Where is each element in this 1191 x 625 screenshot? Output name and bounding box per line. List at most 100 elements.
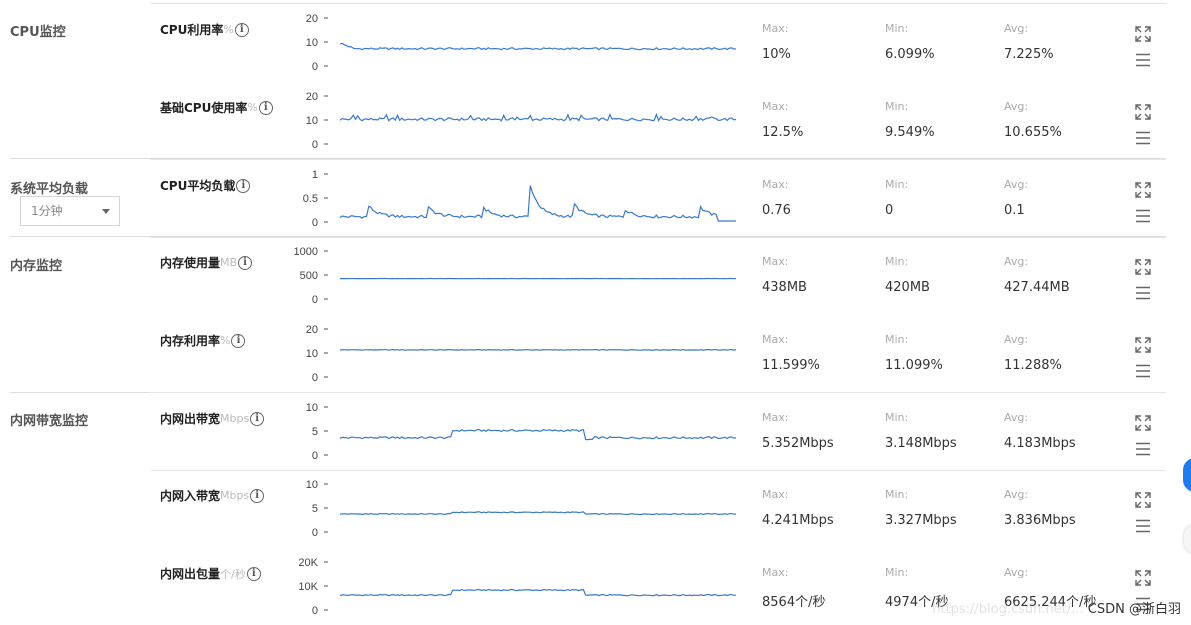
series-line: [339, 588, 737, 597]
metric-unit: %: [247, 101, 258, 114]
expand-icon[interactable]: [1135, 337, 1151, 353]
metric-row: CPU利用率% i 20 10 0 Max: 10% Min: 6.099% Avg: 7.225%: [150, 4, 1166, 82]
stat-max-value: 438MB: [762, 280, 807, 295]
info-icon[interactable]: i: [250, 488, 265, 503]
stat-min-label: Min:: [885, 488, 909, 501]
load-interval-select[interactable]: 1分钟: [20, 196, 120, 226]
metric-unit: %: [220, 334, 231, 347]
metric-unit: Mbps: [220, 489, 250, 502]
metric-chart[interactable]: 20K 10K 0: [290, 554, 750, 618]
stat-avg-label: Avg:: [1004, 566, 1029, 579]
metric-chart[interactable]: 20 10 0: [290, 88, 750, 152]
stat-avg-value: 6625.244个/秒: [1004, 595, 1097, 610]
stat-avg-value: 427.44MB: [1004, 280, 1070, 295]
watermark-brand: CSDN @浙白羽: [1087, 602, 1181, 617]
watermark-url: https://blog.csdn.net/...: [932, 602, 1084, 617]
metric-name: 内网出带宽 Mbps i: [160, 410, 265, 427]
menu-icon[interactable]: [1135, 208, 1151, 223]
group-title-network: 内网带宽监控: [10, 414, 89, 429]
top-divider: [150, 3, 1166, 4]
info-icon[interactable]: i: [238, 255, 253, 270]
stat-avg-value: 7.225%: [1004, 47, 1054, 62]
floating-action-button[interactable]: [1183, 458, 1191, 492]
stat-min-label: Min:: [885, 100, 909, 113]
info-icon[interactable]: i: [258, 100, 273, 115]
stat-min-label: Min:: [885, 255, 909, 268]
y-tick-label: 10: [306, 479, 318, 491]
stat-avg-value: 3.836Mbps: [1004, 513, 1076, 528]
menu-icon[interactable]: [1135, 130, 1151, 145]
metric-title: 内网出带宽: [160, 412, 221, 426]
metric-chart[interactable]: 10 5 0: [290, 399, 750, 463]
menu-icon[interactable]: [1135, 518, 1151, 533]
y-tick-label: 0: [312, 294, 318, 306]
stat-min-value: 420MB: [885, 280, 930, 295]
info-icon[interactable]: i: [246, 566, 261, 581]
group-title-memory: 内存监控: [10, 259, 63, 274]
stat-avg-label: Avg:: [1004, 22, 1029, 35]
group-title-cpu: CPU监控: [10, 25, 66, 40]
stat-min: Min: 420MB: [885, 255, 930, 295]
stat-avg-value: 4.183Mbps: [1004, 436, 1076, 451]
info-icon[interactable]: i: [236, 178, 251, 193]
stat-avg-label: Avg:: [1004, 411, 1029, 424]
expand-icon[interactable]: [1135, 26, 1151, 42]
stat-min-label: Min:: [885, 333, 909, 346]
menu-icon[interactable]: [1135, 285, 1151, 300]
y-tick-label: 10: [306, 37, 318, 49]
stat-avg: Avg: 6625.244个/秒: [1004, 566, 1096, 610]
menu-icon[interactable]: [1135, 441, 1151, 456]
metric-title: CPU利用率: [160, 23, 224, 37]
metric-row: 内网出包量 个/秒 i 20K 10K 0 Max: 8564个/秒 Min: 4974个/秒 Av…: [150, 548, 1166, 625]
stat-avg-label: Avg:: [1004, 333, 1029, 346]
y-tick-label: 1000: [294, 246, 318, 258]
y-tick-label: 20: [306, 91, 318, 103]
stat-min-value: 3.148Mbps: [885, 436, 957, 451]
stat-min: Min: 3.327Mbps: [885, 488, 957, 528]
y-tick-label: 0.5: [303, 193, 318, 205]
series-line: [339, 112, 737, 122]
metric-row: 内存使用量 MB i 1000 500 0 Max: 438MB Min: 420MB Avg: 42…: [150, 237, 1166, 315]
y-tick-label: 1: [312, 169, 318, 181]
info-icon[interactable]: i: [234, 22, 249, 37]
stat-min: Min: 4974个/秒: [885, 566, 948, 610]
y-tick-label: 20K: [298, 557, 318, 569]
info-icon[interactable]: i: [231, 333, 246, 348]
y-tick-label: 0: [312, 450, 318, 462]
y-tick-label: 0: [312, 605, 318, 617]
info-icon[interactable]: i: [250, 411, 265, 426]
metric-chart[interactable]: 1 0.5 0: [290, 166, 750, 230]
expand-icon[interactable]: [1135, 570, 1151, 586]
metric-chart[interactable]: 20 10 0: [290, 10, 750, 74]
metric-chart[interactable]: 10 5 0: [290, 476, 750, 540]
stat-min-value: 11.099%: [885, 358, 943, 373]
metric-name: 基础CPU使用率% i: [160, 99, 273, 116]
metric-chart[interactable]: 20 10 0: [290, 321, 750, 385]
row-divider: [150, 159, 1166, 160]
series-line: [339, 428, 737, 441]
stat-max: Max: 438MB: [762, 255, 807, 295]
expand-icon[interactable]: [1135, 182, 1151, 198]
metric-name: 内网入带宽 Mbps i: [160, 487, 265, 504]
expand-icon[interactable]: [1135, 259, 1151, 275]
stat-max-label: Max:: [762, 488, 789, 501]
expand-icon[interactable]: [1135, 104, 1151, 120]
floating-scroll-button[interactable]: [1184, 525, 1191, 553]
stat-max-label: Max:: [762, 411, 789, 424]
metric-chart[interactable]: 1000 500 0: [290, 243, 750, 307]
stat-max-value: 4.241Mbps: [762, 513, 834, 528]
expand-icon[interactable]: [1135, 415, 1151, 431]
y-tick-label: 10: [306, 402, 318, 414]
y-tick-label: 0: [312, 217, 318, 229]
y-tick-label: 20: [306, 13, 318, 25]
menu-icon[interactable]: [1135, 363, 1151, 378]
metric-unit: MB: [220, 256, 238, 269]
stat-max-label: Max:: [762, 566, 789, 579]
menu-icon[interactable]: [1135, 52, 1151, 67]
y-tick-label: 10: [306, 348, 318, 360]
stat-min-label: Min:: [885, 178, 909, 191]
menu-icon[interactable]: [1135, 596, 1151, 611]
metric-name: CPU平均负载 i: [160, 177, 251, 194]
expand-icon[interactable]: [1135, 492, 1151, 508]
metric-unit: 个/秒: [220, 567, 246, 581]
